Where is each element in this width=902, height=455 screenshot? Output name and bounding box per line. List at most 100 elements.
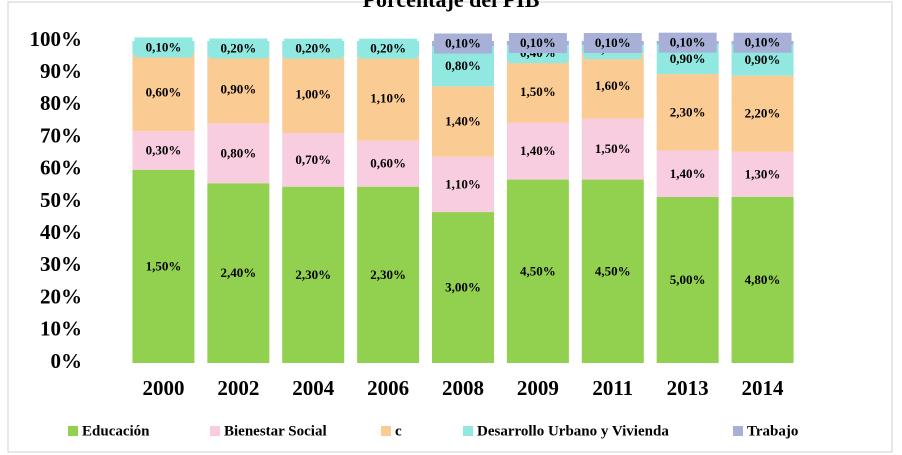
legend-swatch <box>463 426 473 436</box>
data-label-box <box>658 102 717 123</box>
legend-label: Trabajo <box>747 423 798 439</box>
x-tick-label: 2002 <box>217 376 259 400</box>
data-label: 0,30% <box>146 142 182 157</box>
data-label-box <box>359 88 418 109</box>
data-label: 2,30% <box>295 267 331 282</box>
data-label: 1,40% <box>670 166 706 181</box>
y-tick-label: 0% <box>51 349 83 373</box>
data-label-box <box>284 84 343 105</box>
x-tick-label: 2008 <box>442 376 484 400</box>
data-label: 0,10% <box>745 35 781 50</box>
data-label-box <box>658 270 717 291</box>
chart-title: Porcentaje del PIB <box>363 0 540 12</box>
data-label-box <box>508 33 567 54</box>
x-tick-label: 2014 <box>742 376 785 400</box>
data-label-box <box>658 163 717 184</box>
y-tick-label: 20% <box>40 284 82 308</box>
legend-label: Educación <box>82 423 150 439</box>
data-label: 0,10% <box>595 35 631 50</box>
data-label: 0,90% <box>670 51 706 66</box>
data-label: 0,20% <box>220 40 256 55</box>
data-label: 0,70% <box>295 152 331 167</box>
data-label-box <box>134 140 193 161</box>
data-label-box <box>583 261 642 282</box>
y-tick-label: 70% <box>40 123 82 147</box>
x-tick-label: 2004 <box>292 376 335 400</box>
data-label-box <box>209 79 268 100</box>
data-label-box <box>583 33 642 54</box>
data-label: 0,60% <box>370 156 406 171</box>
data-label-box <box>359 38 418 59</box>
legend-swatch <box>210 426 220 436</box>
data-label: 0,10% <box>146 39 182 54</box>
data-label: 1,50% <box>595 141 631 156</box>
data-label: 5,00% <box>670 272 706 287</box>
data-label: 1,40% <box>445 113 481 128</box>
data-label-box <box>209 143 268 164</box>
data-label: 1,10% <box>445 176 481 191</box>
x-tick-label: 2006 <box>367 376 409 400</box>
data-label: 1,50% <box>520 84 556 99</box>
data-label: 0,20% <box>370 41 406 56</box>
data-label: 0,60% <box>146 85 182 100</box>
data-label-box <box>658 49 717 70</box>
data-label: 4,80% <box>745 272 781 287</box>
data-label: 1,60% <box>595 78 631 93</box>
data-label: 4,50% <box>520 263 556 278</box>
data-label: 1,50% <box>146 258 182 273</box>
data-label: 3,00% <box>445 280 481 295</box>
data-label-box <box>434 277 492 298</box>
data-label: 0,80% <box>220 145 256 160</box>
data-label-box <box>134 37 193 58</box>
legend-swatch <box>733 426 743 436</box>
data-label-box <box>209 38 268 59</box>
data-label: 0,20% <box>295 41 331 56</box>
data-label: 1,30% <box>745 166 781 181</box>
y-tick-label: 100% <box>30 27 83 51</box>
legend-label: Desarrollo Urbano y Vivienda <box>477 423 669 439</box>
data-label-box <box>508 81 567 102</box>
y-tick-label: 50% <box>40 188 82 212</box>
data-label-box <box>284 38 343 59</box>
data-label: 1,40% <box>520 143 556 158</box>
data-label: 2,40% <box>220 265 256 280</box>
data-label-box <box>209 263 268 284</box>
data-label-box <box>508 261 567 282</box>
data-label: 0,10% <box>445 36 481 51</box>
legend-swatch <box>381 426 391 436</box>
data-label-box <box>658 32 717 53</box>
data-label: 4,50% <box>595 263 631 278</box>
data-label-box <box>434 111 492 132</box>
data-label: 1,00% <box>295 87 331 102</box>
y-tick-label: 30% <box>40 252 82 276</box>
x-tick-label: 2000 <box>142 376 184 400</box>
data-label: 2,20% <box>745 106 781 121</box>
data-label-box <box>583 75 642 96</box>
data-label-box <box>434 33 492 54</box>
x-tick-label: 2009 <box>517 376 559 400</box>
data-label: 0,10% <box>520 35 556 50</box>
data-label-box <box>733 50 792 71</box>
legend-swatch <box>68 426 78 436</box>
data-label: 0,80% <box>445 58 481 73</box>
data-label-box <box>733 164 792 185</box>
data-label-box <box>583 139 642 160</box>
data-label-box <box>434 174 492 195</box>
data-label: 1,10% <box>370 90 406 105</box>
data-label: 0,10% <box>670 35 706 50</box>
data-label-box <box>284 264 343 285</box>
data-label-box <box>434 56 492 77</box>
data-label: 2,30% <box>670 104 706 119</box>
y-tick-label: 90% <box>40 59 82 83</box>
data-label-box <box>134 82 193 103</box>
x-tick-label: 2013 <box>667 376 709 400</box>
legend-label: c <box>395 423 402 439</box>
data-label-box <box>733 32 792 53</box>
data-label-box <box>733 103 792 124</box>
x-tick-label: 2011 <box>592 376 633 400</box>
data-label: 0,90% <box>220 82 256 97</box>
data-label-box <box>733 269 792 290</box>
y-tick-label: 40% <box>40 220 82 244</box>
y-tick-label: 60% <box>40 156 82 180</box>
